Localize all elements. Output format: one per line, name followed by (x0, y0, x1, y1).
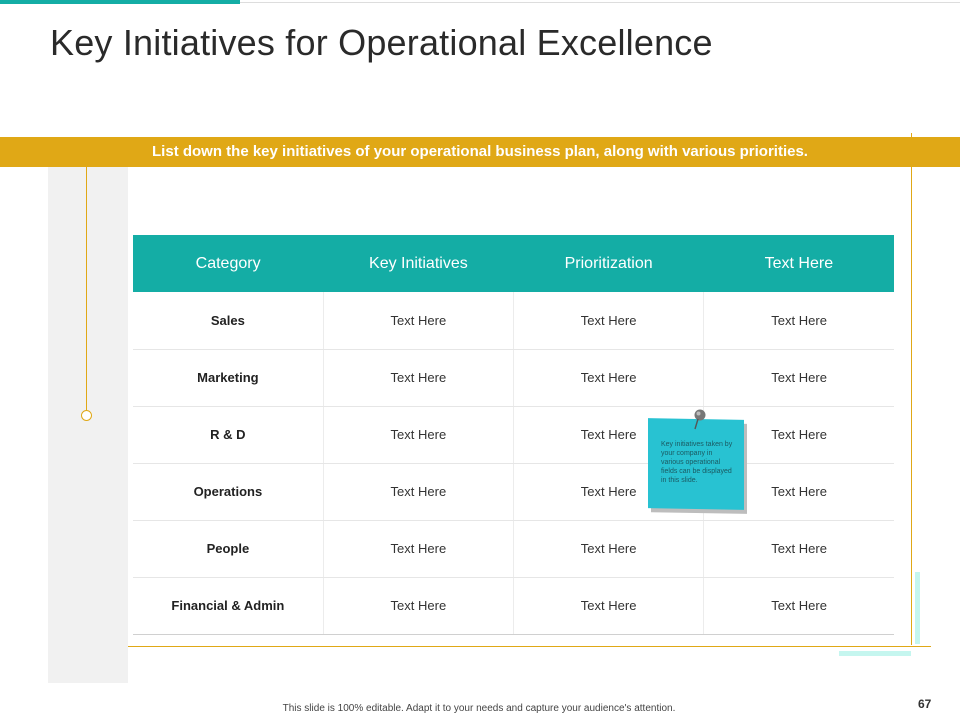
category-cell: People (133, 520, 324, 578)
table-cell: Text Here (323, 520, 515, 578)
table-cell: Text Here (703, 292, 894, 350)
category-cell: Financial & Admin (133, 577, 324, 635)
table-row: Sales Text Here Text Here Text Here (133, 292, 894, 350)
table-cell: Text Here (513, 292, 705, 350)
right-accent-line (911, 133, 912, 645)
category-cell: Operations (133, 463, 324, 521)
table-cell: Text Here (703, 520, 894, 578)
left-accent-line (86, 167, 87, 411)
category-cell: R & D (133, 406, 324, 464)
table-row: People Text Here Text Here Text Here (133, 520, 894, 578)
top-rule (240, 2, 960, 3)
sticky-note-text: Key initiatives taken by your company in… (661, 441, 733, 484)
table-cell: Text Here (323, 292, 515, 350)
header-text-here: Text Here (764, 254, 834, 272)
circle-marker (81, 410, 92, 421)
table-row: Financial & Admin Text Here Text Here Te… (133, 577, 894, 635)
table-cell: Text Here (323, 406, 515, 464)
table-cell: Text Here (323, 463, 515, 521)
table-row: R & D Text Here Text Here Text Here (133, 406, 894, 464)
table-row: Operations Text Here Text Here Text Here (133, 463, 894, 521)
page-title: Key Initiatives for Operational Excellen… (50, 22, 713, 63)
table-header-row: Category Key Initiatives Prioritization … (133, 235, 894, 292)
instruction-banner: List down the key initiatives of your op… (0, 137, 960, 167)
aqua-accent-vertical (915, 572, 920, 644)
category-cell: Marketing (133, 349, 324, 407)
side-gray-panel (48, 167, 128, 683)
bottom-accent-line (128, 646, 931, 647)
table-cell: Text Here (513, 520, 705, 578)
table-cell: Text Here (513, 577, 705, 635)
table-cell: Text Here (323, 577, 515, 635)
table-cell: Text Here (323, 349, 515, 407)
header-key-initiatives: Key Initiatives (369, 254, 468, 272)
table-cell: Text Here (703, 577, 894, 635)
header-prioritization: Prioritization (564, 254, 653, 272)
pushpin-icon (694, 409, 706, 430)
table-cell: Text Here (703, 349, 894, 407)
aqua-accent-horizontal (839, 651, 911, 656)
initiatives-table: Category Key Initiatives Prioritization … (133, 235, 894, 635)
page-number: 67 (918, 697, 932, 711)
footer-note: This slide is 100% editable. Adapt it to… (282, 703, 676, 714)
category-cell: Sales (133, 292, 324, 350)
table-cell: Text Here (513, 349, 705, 407)
top-accent-bar (0, 0, 240, 4)
table-row: Marketing Text Here Text Here Text Here (133, 349, 894, 407)
header-category: Category (195, 254, 261, 272)
